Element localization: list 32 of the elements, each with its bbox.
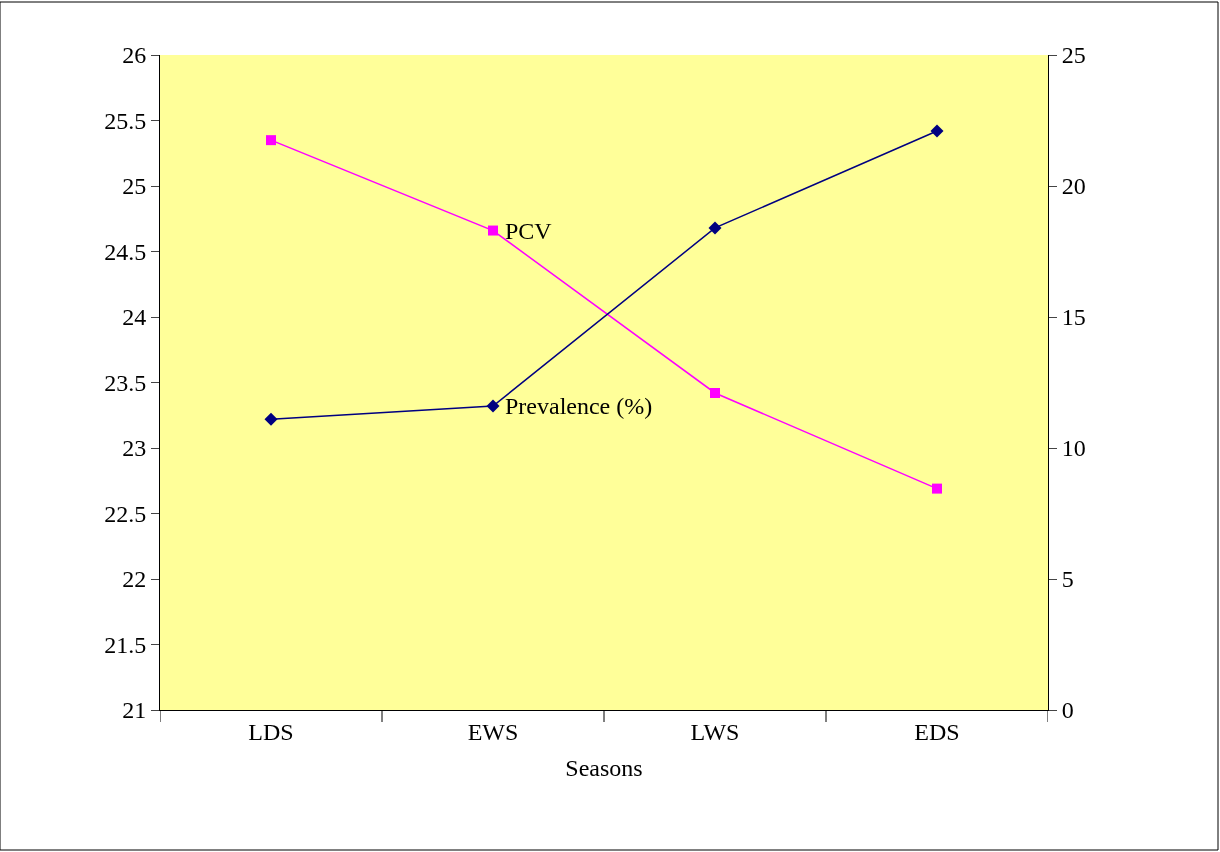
point: [930, 124, 944, 138]
y-tick-label: 24: [122, 304, 147, 331]
y-tick-label: 25: [122, 173, 147, 200]
y2-tick-label: 20: [1061, 173, 1086, 200]
point: [266, 135, 276, 146]
y-tick-label: 24.5: [104, 238, 147, 265]
y-tick-label: 21: [122, 697, 147, 724]
x-tick-label: EDS: [914, 718, 960, 745]
point: [932, 483, 942, 494]
y-tick-label: 21.5: [104, 631, 147, 658]
x-tick-label: LDS: [248, 718, 294, 745]
y2-tick-label: 5: [1061, 566, 1074, 593]
y-tick-label: 25.5: [104, 107, 147, 134]
y2-tick-label: 10: [1061, 435, 1086, 462]
x-axis-title: Seasons: [565, 755, 643, 782]
x-tick-label: EWS: [467, 718, 519, 745]
point: [710, 387, 720, 398]
point: [488, 225, 498, 236]
y-tick-label: 23.5: [104, 369, 147, 396]
x-tick-label: LWS: [690, 718, 740, 745]
y-tick-label: 26: [122, 42, 147, 69]
point: [708, 221, 722, 235]
y-tick-label: 23: [122, 435, 147, 462]
point: [264, 412, 278, 426]
y-tick-label: 22: [122, 566, 147, 593]
y2-tick-label: 0: [1061, 697, 1074, 724]
point: [486, 399, 500, 413]
y2-tick-label: 15: [1061, 304, 1086, 331]
series-label: PCV: [505, 218, 553, 244]
y2-tick-label: 25: [1061, 42, 1086, 69]
series-label: Prevalence (%): [505, 393, 653, 419]
y-tick-label: 22.5: [104, 500, 147, 527]
